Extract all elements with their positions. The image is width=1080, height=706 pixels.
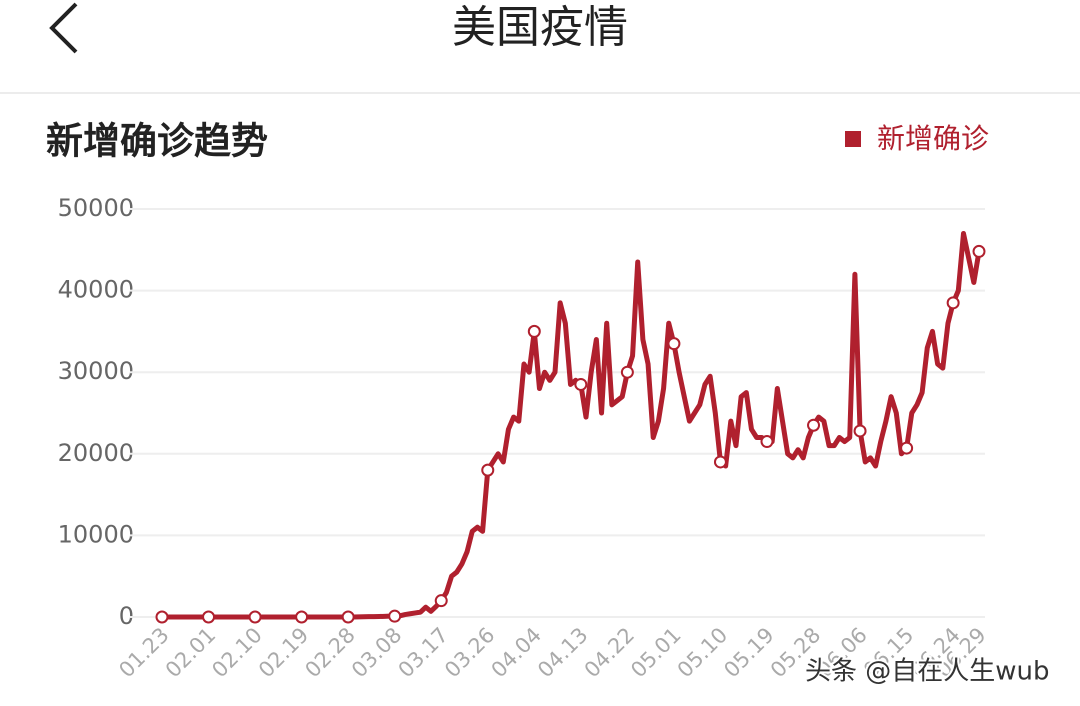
x-tick-label: 04.13 — [533, 623, 592, 682]
legend-swatch — [845, 131, 861, 147]
point-marker — [295, 610, 309, 624]
x-tick-label: 03.17 — [394, 623, 453, 682]
plot: 0100002000030000400005000001.2302.0102.1… — [58, 194, 991, 682]
legend-label: 新增确诊 — [877, 122, 989, 155]
point-marker — [527, 324, 541, 338]
x-tick-label: 02.19 — [254, 623, 313, 682]
point-marker — [434, 594, 448, 608]
point-marker — [972, 244, 986, 258]
x-tick-label: 01.23 — [114, 623, 173, 682]
y-tick-label: 0 — [119, 602, 134, 630]
point-marker — [713, 455, 727, 469]
x-tick-label: 02.10 — [207, 623, 266, 682]
point-marker — [155, 610, 169, 624]
point-marker — [760, 435, 774, 449]
back-button[interactable] — [49, 2, 78, 54]
watermark: 头条 @自在人生wub — [805, 657, 1050, 687]
point-marker — [853, 424, 867, 438]
x-tick-label: 05.01 — [626, 623, 685, 682]
point-marker — [946, 296, 960, 310]
point-marker — [620, 365, 634, 379]
x-tick-label: 02.01 — [161, 623, 220, 682]
y-tick-label: 10000 — [58, 520, 134, 548]
x-tick-label: 05.19 — [719, 623, 778, 682]
point-marker — [574, 377, 588, 391]
point-marker — [202, 610, 216, 624]
y-tick-label: 20000 — [58, 439, 134, 467]
y-tick-label: 40000 — [58, 276, 134, 304]
chart-title: 新增确诊趋势 — [46, 120, 268, 163]
x-tick-label: 04.22 — [580, 623, 639, 682]
point-marker — [807, 418, 821, 432]
y-tick-label: 30000 — [58, 357, 134, 385]
point-marker — [667, 337, 681, 351]
x-tick-label: 04.04 — [487, 623, 546, 682]
point-marker — [481, 463, 495, 477]
x-tick-label: 02.28 — [300, 623, 359, 682]
x-tick-label: 05.10 — [673, 623, 732, 682]
point-marker — [248, 610, 262, 624]
page-title: 美国疫情 — [452, 2, 628, 53]
point-marker — [900, 441, 914, 455]
point-marker — [341, 610, 355, 624]
y-tick-label: 50000 — [58, 194, 134, 222]
x-tick-label: 03.26 — [440, 623, 499, 682]
point-marker — [388, 609, 402, 623]
x-tick-label: 03.08 — [347, 623, 406, 682]
